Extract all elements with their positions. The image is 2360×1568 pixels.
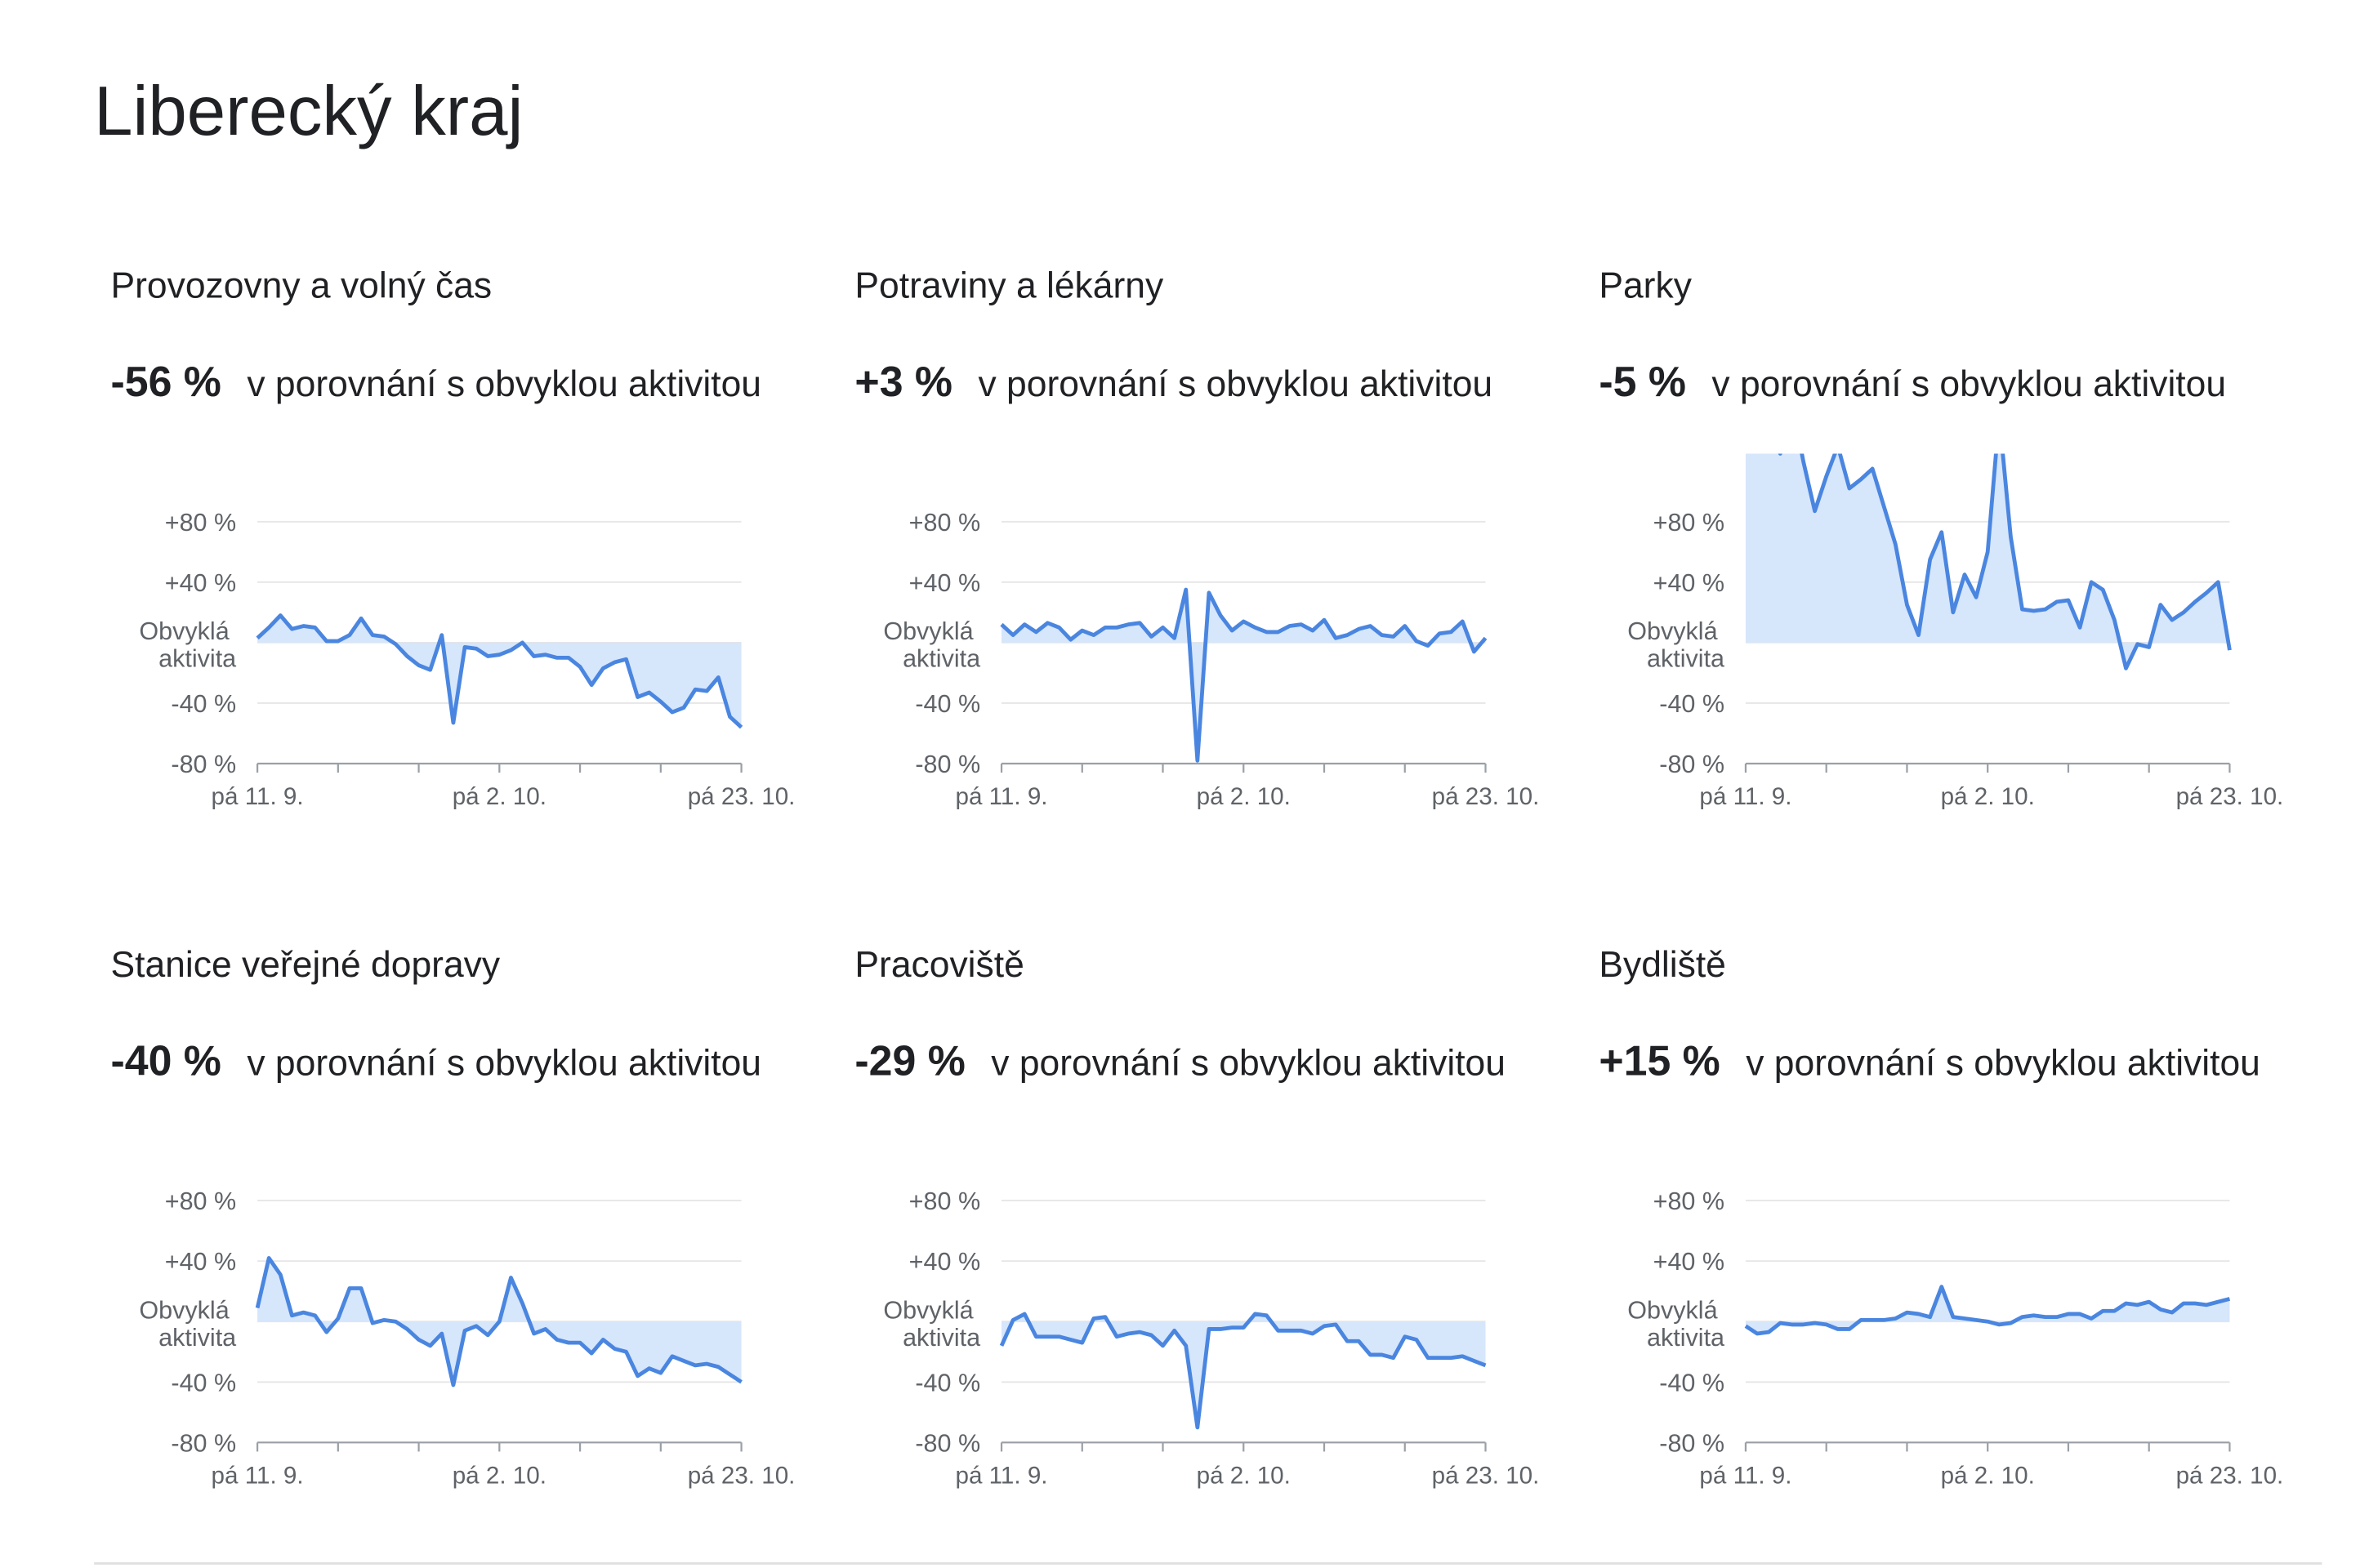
x-tick-label: pá 2. 10. bbox=[1941, 783, 2035, 810]
y-tick-label: -80 % bbox=[1659, 751, 1724, 778]
y-tick-label: Obvyklá aktivita bbox=[139, 617, 236, 672]
x-tick-label: pá 23. 10. bbox=[1432, 783, 1540, 810]
y-tick-label: +80 % bbox=[909, 509, 980, 537]
area bbox=[1745, 453, 2230, 669]
y-tick-label: -80 % bbox=[171, 751, 236, 778]
line bbox=[999, 1312, 1487, 1430]
y-tick-label: +40 % bbox=[909, 569, 980, 597]
chart-title: Bydliště bbox=[1599, 945, 1726, 985]
x-tick-label: pá 11. 9. bbox=[212, 1462, 304, 1489]
y-tick-label: -80 % bbox=[915, 751, 980, 778]
y-tick-label: Obvyklá aktivita bbox=[883, 1297, 980, 1352]
plot bbox=[1745, 453, 2232, 670]
x-tick-label: pá 11. 9. bbox=[1699, 1462, 1791, 1489]
y-tick-label: Obvyklá aktivita bbox=[139, 1297, 236, 1352]
plot bbox=[1744, 1285, 2231, 1336]
y-tick-label: -40 % bbox=[915, 690, 980, 718]
line bbox=[1000, 587, 1488, 763]
area bbox=[1002, 590, 1486, 761]
y-tick-label: -40 % bbox=[1659, 690, 1724, 718]
summary-text: v porovnání s obvyklou aktivitou bbox=[978, 364, 1492, 404]
chart-title: Parky bbox=[1599, 266, 1692, 306]
area bbox=[1745, 1286, 2230, 1334]
page-title: Liberecký kraj bbox=[94, 73, 523, 150]
chart-title: Potraviny a lékárny bbox=[854, 266, 1164, 306]
summary-text: v porovnání s obvyklou aktivitou bbox=[1746, 1043, 2260, 1083]
x-tick-label: pá 11. 9. bbox=[212, 783, 304, 810]
line bbox=[1744, 1285, 2231, 1336]
y-tick-label: -80 % bbox=[915, 1429, 980, 1457]
x-tick-label: pá 11. 9. bbox=[956, 1462, 1048, 1489]
y-tick-label: +40 % bbox=[165, 1248, 236, 1276]
x-tick-label: pá 2. 10. bbox=[453, 783, 547, 810]
x-tick-label: pá 23. 10. bbox=[2176, 783, 2284, 810]
line bbox=[256, 613, 743, 729]
line bbox=[1778, 453, 2232, 670]
chart-title: Stanice veřejné dopravy bbox=[110, 945, 500, 985]
y-tick-label: Obvyklá aktivita bbox=[883, 617, 980, 672]
line bbox=[255, 1256, 743, 1388]
plot bbox=[255, 1256, 743, 1388]
x-tick-label: pá 2. 10. bbox=[1197, 783, 1291, 810]
x-tick-label: pá 2. 10. bbox=[1941, 1462, 2035, 1489]
summary-text: v porovnání s obvyklou aktivitou bbox=[991, 1043, 1506, 1083]
x-tick-label: pá 23. 10. bbox=[2176, 1462, 2284, 1489]
summary-text: v porovnání s obvyklou aktivitou bbox=[1711, 364, 2226, 404]
y-tick-label: -40 % bbox=[171, 1369, 236, 1396]
y-tick-label: +80 % bbox=[1653, 1187, 1724, 1215]
x-tick-label: pá 23. 10. bbox=[688, 1462, 796, 1489]
y-tick-label: +40 % bbox=[1653, 569, 1724, 597]
y-tick-label: -80 % bbox=[171, 1429, 236, 1457]
y-tick-label: -40 % bbox=[915, 1369, 980, 1396]
x-tick-label: pá 2. 10. bbox=[453, 1462, 547, 1489]
y-tick-label: Obvyklá aktivita bbox=[1627, 1297, 1724, 1352]
y-tick-label: +40 % bbox=[165, 569, 236, 597]
summary-value: -56 % bbox=[110, 358, 221, 405]
y-tick-label: -80 % bbox=[1659, 1429, 1724, 1457]
y-tick-label: +80 % bbox=[165, 509, 236, 537]
plot bbox=[999, 1312, 1487, 1430]
x-tick-label: pá 23. 10. bbox=[688, 783, 796, 810]
y-tick-label: +40 % bbox=[909, 1248, 980, 1276]
summary-text: v porovnání s obvyklou aktivitou bbox=[247, 364, 761, 404]
y-tick-label: +80 % bbox=[165, 1187, 236, 1215]
y-tick-label: -40 % bbox=[171, 690, 236, 718]
y-tick-label: Obvyklá aktivita bbox=[1627, 617, 1724, 672]
x-tick-label: pá 23. 10. bbox=[1432, 1462, 1540, 1489]
summary-value: -40 % bbox=[110, 1036, 221, 1084]
x-tick-label: pá 2. 10. bbox=[1197, 1462, 1291, 1489]
summary-text: v porovnání s obvyklou aktivitou bbox=[247, 1043, 761, 1083]
x-tick-label: pá 11. 9. bbox=[1699, 783, 1791, 810]
y-tick-label: -40 % bbox=[1659, 1369, 1724, 1396]
x-tick-label: pá 11. 9. bbox=[956, 783, 1048, 810]
area bbox=[257, 615, 742, 728]
chart-title: Pracoviště bbox=[854, 945, 1024, 985]
plot bbox=[1000, 587, 1488, 763]
area bbox=[1002, 1313, 1486, 1428]
plot bbox=[256, 613, 743, 729]
y-tick-label: +80 % bbox=[909, 1187, 980, 1215]
chart-title: Provozovny a volný čas bbox=[110, 266, 492, 306]
summary-value: -29 % bbox=[854, 1036, 965, 1084]
summary-value: -5 % bbox=[1599, 358, 1686, 405]
summary-value: +15 % bbox=[1599, 1036, 1720, 1084]
y-tick-label: +40 % bbox=[1653, 1248, 1724, 1276]
summary-value: +3 % bbox=[854, 358, 952, 405]
y-tick-label: +80 % bbox=[1653, 509, 1724, 537]
